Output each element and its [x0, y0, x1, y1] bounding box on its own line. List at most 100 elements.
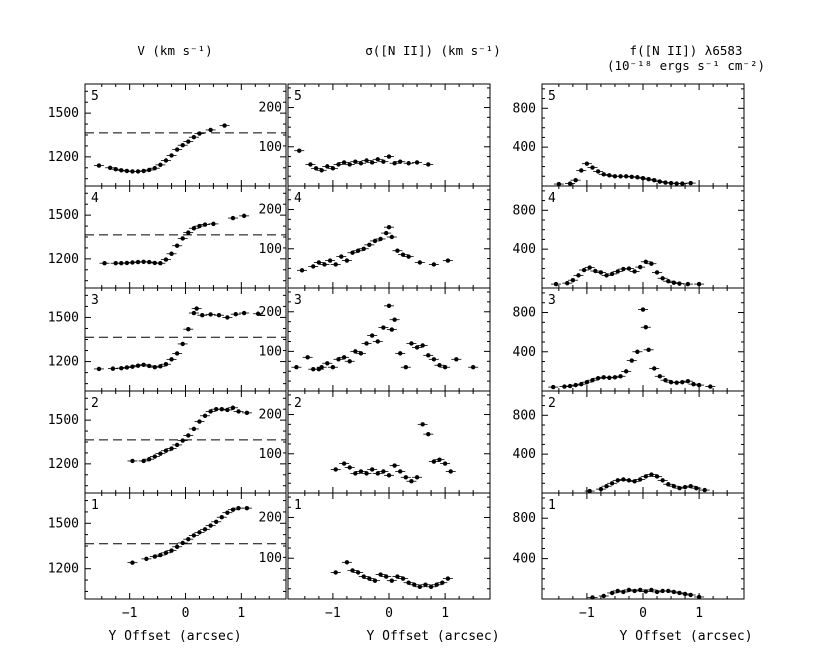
data-point — [598, 270, 604, 275]
data-point — [400, 576, 406, 581]
data-point — [333, 570, 338, 575]
data-point — [158, 451, 163, 456]
data-point — [381, 159, 386, 164]
data-point — [230, 507, 236, 512]
flux-panel-2-ytick-label: 400 — [513, 447, 536, 462]
velocity-panel-5: 1200 1500 5 — [48, 83, 287, 187]
dispersion-panel-5: 100 200 5 — [259, 83, 491, 187]
velocity-panel-2-ytick-label: 1500 — [48, 413, 79, 428]
data-point — [414, 345, 420, 350]
dispersion-panel-5-ytick-label: 100 — [259, 140, 282, 155]
data-point — [632, 269, 637, 274]
data-point — [186, 536, 191, 542]
data-point — [244, 410, 250, 416]
data-point — [615, 588, 620, 594]
data-point — [612, 375, 618, 380]
data-point — [629, 174, 634, 179]
data-point — [180, 341, 185, 347]
data-point — [191, 226, 197, 231]
data-point — [319, 168, 324, 173]
data-point — [163, 158, 169, 163]
data-point — [671, 280, 677, 285]
data-point — [565, 280, 570, 286]
data-point — [344, 560, 350, 565]
data-point — [353, 471, 358, 476]
data-point — [191, 533, 197, 538]
data-point — [654, 474, 660, 479]
flux-panel-5-frame — [541, 83, 745, 187]
data-point — [236, 505, 241, 511]
data-point — [400, 252, 406, 257]
data-point — [358, 469, 364, 474]
dispersion-panel-1-frame — [287, 492, 491, 600]
data-point — [448, 469, 453, 474]
data-point — [158, 552, 163, 558]
data-point — [392, 161, 397, 166]
data-point — [637, 477, 643, 482]
data-point — [434, 582, 439, 587]
data-point — [319, 365, 324, 370]
data-point — [361, 574, 366, 579]
flux-panel-3-ytick-label: 400 — [513, 345, 536, 360]
x-axis-labels: Y Offset (arcsec) Y Offset (arcsec) Y Of… — [108, 629, 752, 644]
flux-panel-2-frame — [541, 390, 745, 494]
data-point — [367, 576, 372, 581]
data-point — [375, 339, 380, 344]
data-point — [423, 582, 428, 587]
data-point — [654, 270, 660, 275]
data-point — [671, 589, 677, 595]
data-point — [186, 433, 191, 438]
data-point — [341, 461, 347, 466]
data-point — [590, 378, 595, 383]
data-point — [330, 166, 336, 171]
data-point — [657, 179, 663, 184]
velocity-column-title: V (km s⁻¹) — [137, 43, 212, 58]
data-point — [241, 213, 247, 219]
flux-xtick-label: 1 — [695, 606, 703, 621]
data-point — [654, 589, 660, 595]
data-point — [169, 446, 174, 451]
data-point — [141, 168, 146, 174]
data-point — [369, 467, 375, 472]
data-point — [381, 469, 386, 474]
data-point — [688, 592, 693, 598]
data-point — [551, 384, 556, 390]
data-point — [180, 540, 185, 546]
dispersion-panel-2-ytick-label: 100 — [259, 447, 282, 462]
dispersion-panel-4-ytick-label: 100 — [259, 242, 282, 257]
data-point — [174, 442, 180, 448]
data-point — [241, 310, 247, 316]
data-point — [214, 407, 219, 412]
data-point — [358, 161, 364, 166]
data-point — [688, 180, 693, 186]
data-point — [626, 587, 632, 593]
data-point — [163, 362, 169, 367]
data-point — [440, 580, 445, 585]
data-point — [660, 276, 665, 281]
data-point — [567, 181, 573, 186]
data-point — [113, 167, 118, 172]
data-point — [609, 481, 615, 486]
data-point — [437, 457, 442, 462]
data-point — [632, 588, 637, 594]
data-point — [412, 582, 417, 587]
data-point — [389, 578, 395, 583]
data-point — [341, 355, 347, 360]
data-point — [573, 382, 578, 388]
data-point — [607, 173, 612, 178]
flux-panel-3-frame — [541, 287, 745, 392]
data-point — [361, 246, 366, 251]
velocity-panel-2-frame — [84, 390, 287, 494]
velocity-x-axis-label: Y Offset (arcsec) — [108, 629, 241, 644]
data-point — [347, 465, 352, 470]
data-point — [197, 419, 202, 424]
panel-grid: 1200150051200150041200150031200150021200… — [48, 83, 745, 621]
data-point — [567, 383, 573, 389]
data-point — [341, 160, 347, 165]
data-point — [383, 230, 389, 236]
data-point — [375, 157, 380, 162]
data-point — [680, 379, 685, 385]
data-point — [431, 357, 437, 362]
dispersion-column-title: σ([N II]) (km s⁻¹) — [365, 43, 500, 58]
data-point — [626, 266, 632, 271]
